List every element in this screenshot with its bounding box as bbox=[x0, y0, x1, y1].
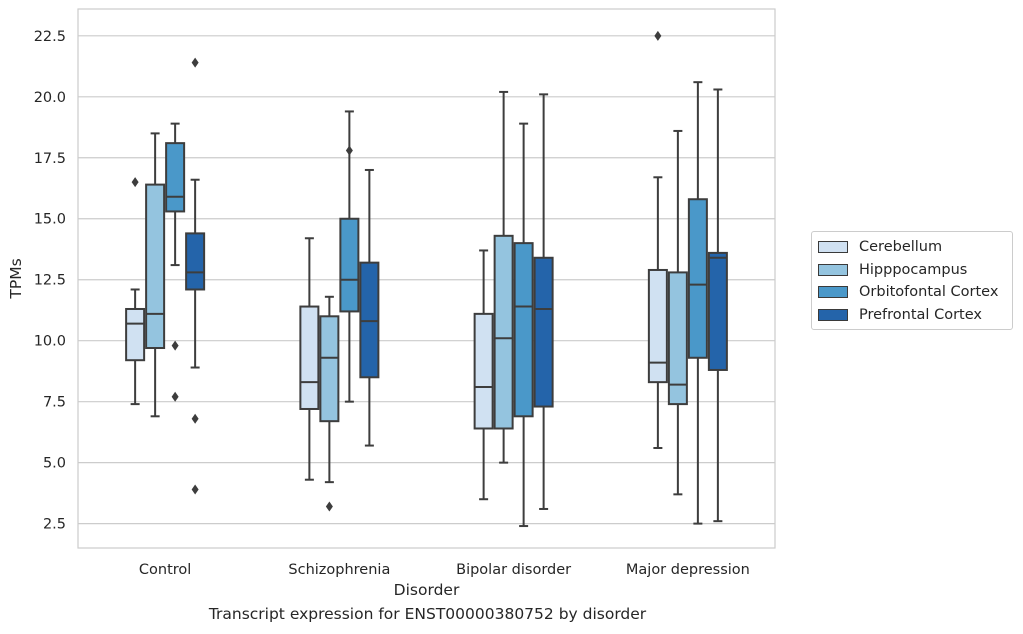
y-tick-label: 12.5 bbox=[34, 273, 66, 289]
x-tick-label: Control bbox=[139, 562, 191, 578]
legend-swatch bbox=[818, 309, 848, 322]
x-tick-label: Schizophrenia bbox=[288, 562, 390, 578]
legend-item: Cerebellum bbox=[818, 236, 1004, 259]
box-body bbox=[667, 271, 688, 406]
box-0-3 bbox=[185, 57, 206, 495]
y-tick-label: 15.0 bbox=[34, 212, 66, 228]
box-body bbox=[299, 305, 320, 410]
y-tick-label: 5.0 bbox=[43, 456, 66, 472]
y-tick-label: 10.0 bbox=[34, 334, 66, 350]
boxes-layer bbox=[125, 30, 728, 528]
legend-swatch bbox=[818, 263, 848, 276]
box-2-2 bbox=[513, 122, 534, 528]
box-body bbox=[473, 312, 494, 430]
box-1-2 bbox=[339, 110, 360, 403]
box-body bbox=[533, 256, 554, 408]
legend-label: Prefrontal Cortex bbox=[859, 307, 982, 324]
y-tick-label: 2.5 bbox=[43, 517, 66, 533]
box-3-0 bbox=[647, 30, 668, 450]
box-3-1 bbox=[667, 129, 688, 496]
outlier-point bbox=[191, 413, 199, 424]
x-axis-title: Disorder bbox=[394, 581, 460, 599]
legend-label: Hipppocampus bbox=[859, 261, 968, 278]
x-tick-label: Bipolar disorder bbox=[456, 562, 571, 578]
box-body bbox=[687, 198, 708, 359]
box-0-2 bbox=[165, 122, 186, 402]
y-axis-title: TPMs bbox=[7, 258, 25, 299]
box-body bbox=[359, 261, 380, 379]
box-2-0 bbox=[473, 249, 494, 501]
y-tick-label: 17.5 bbox=[34, 151, 66, 167]
legend-item: Orbitofontal Cortex bbox=[818, 281, 1004, 304]
chart-caption: Transcript expression for ENST0000038075… bbox=[208, 605, 647, 623]
box-body bbox=[647, 268, 668, 384]
box-1-1 bbox=[319, 295, 340, 512]
x-axis-ticks: Control Schizophrenia Bipolar disorder Majo… bbox=[139, 562, 750, 578]
box-body bbox=[339, 217, 360, 313]
y-axis-ticks: 2.5 5.0 7.5 10.0 12.5 15.0 17.5 20.0 22.5 bbox=[34, 29, 66, 533]
outlier-point bbox=[171, 391, 179, 402]
box-2-3 bbox=[533, 93, 554, 510]
legend-item: Prefrontal Cortex bbox=[818, 304, 1004, 327]
box-body bbox=[319, 315, 340, 423]
legend-swatch bbox=[818, 286, 848, 299]
legend: Cerebellum Hipppocampus Orbitofontal Corte… bbox=[811, 231, 1013, 331]
box-2-1 bbox=[493, 90, 514, 464]
y-tick-label: 20.0 bbox=[34, 90, 66, 106]
box-0-1 bbox=[145, 132, 166, 418]
outlier-point bbox=[171, 340, 179, 351]
box-3-3 bbox=[707, 88, 728, 523]
outlier-point bbox=[345, 145, 353, 156]
y-tick-label: 22.5 bbox=[34, 29, 66, 45]
box-body bbox=[493, 234, 514, 430]
box-3-2 bbox=[687, 81, 708, 525]
legend-label: Cerebellum bbox=[859, 239, 943, 256]
box-body bbox=[145, 183, 166, 350]
box-body bbox=[185, 232, 206, 291]
y-tick-label: 7.5 bbox=[43, 395, 66, 411]
plot-area-frame bbox=[77, 8, 776, 549]
box-0-0 bbox=[125, 177, 146, 406]
outlier-point bbox=[131, 177, 139, 188]
box-body bbox=[125, 307, 146, 362]
box-1-0 bbox=[299, 237, 320, 481]
legend-label: Orbitofontal Cortex bbox=[859, 284, 999, 301]
outlier-point bbox=[654, 30, 662, 41]
outlier-point bbox=[191, 484, 199, 495]
box-1-3 bbox=[359, 168, 380, 447]
x-tick-label: Major depression bbox=[626, 562, 750, 578]
legend-item: Hipppocampus bbox=[818, 259, 1004, 282]
box-body bbox=[165, 142, 186, 213]
outlier-point bbox=[325, 501, 333, 512]
box-body bbox=[513, 242, 534, 418]
box-body bbox=[707, 251, 728, 371]
outlier-point bbox=[191, 57, 199, 68]
legend-swatch bbox=[818, 241, 848, 254]
